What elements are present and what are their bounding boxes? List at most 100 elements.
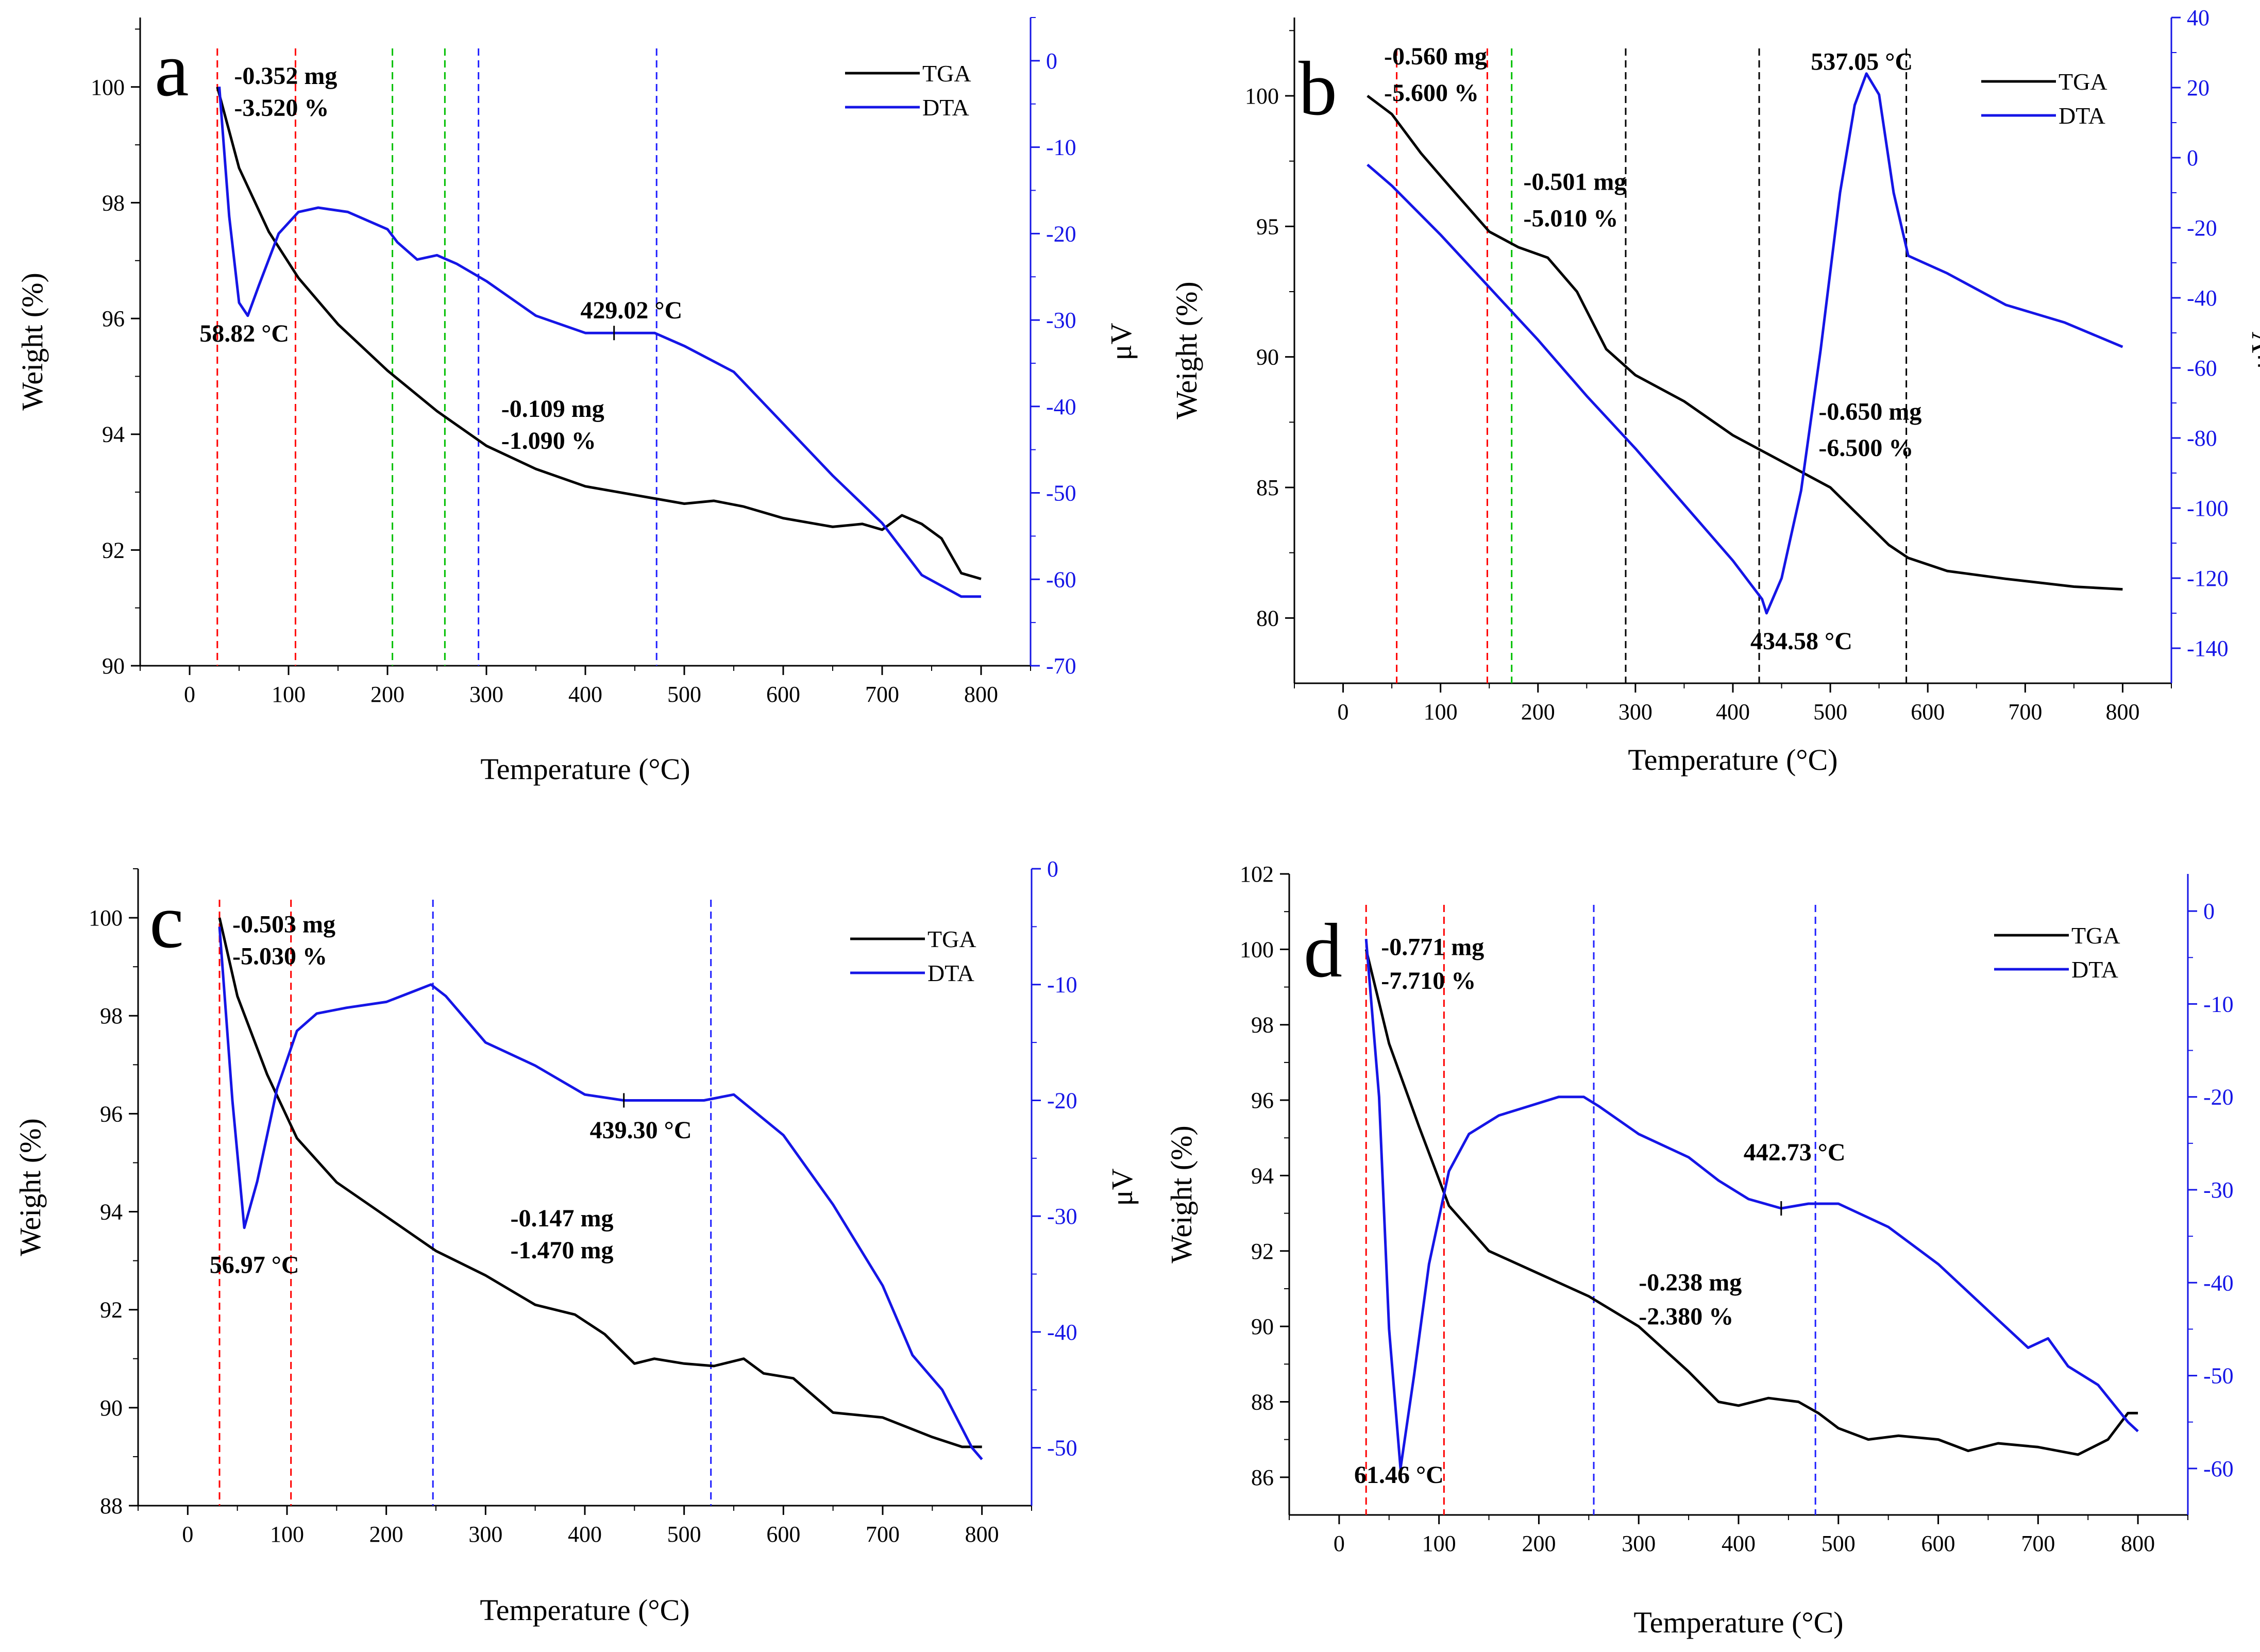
x-tick-label: 100 [270,1522,304,1547]
annotation-label: 442.73 °C [1744,1139,1846,1166]
annotation-label: -5.010 % [1523,205,1618,232]
x-tick-label: 100 [272,682,306,707]
x-tick-label: 0 [184,682,195,707]
x-tick-label: 500 [667,682,701,707]
annotation-label: -0.560 mg [1384,43,1487,70]
x-tick-label: 800 [964,682,998,707]
x-tick-label: 200 [369,1522,403,1547]
annotation-label: -1.470 mg [511,1237,614,1264]
x-tick-label: 400 [568,1522,602,1547]
annotation-label: -0.503 mg [232,911,335,938]
y-right-tick-label: -20 [2203,1085,2234,1110]
annotation-label: 434.58 °C [1750,628,1852,655]
y-right-tick-label: -10 [1046,135,1076,160]
x-tick-label: 400 [1716,699,1750,724]
y-left-tick-label: 90 [100,1395,123,1421]
chart-panel-b: 0 100 200 300 400 500 600 700 80080859095100-140… [1170,5,2260,777]
y-left-tick-label: 96 [102,306,125,331]
annotation-label: 56.97 °C [210,1251,299,1278]
series-line-dta [1364,938,2139,1470]
annotation-label: -2.380 % [1639,1303,1733,1330]
y-right-tick-label: -80 [2187,426,2217,451]
y-right-tick-label: -30 [2203,1177,2234,1203]
x-tick-label: 600 [1911,699,1945,724]
y-right-axis-label: μV [2245,331,2260,369]
x-tick-label: 300 [1622,1531,1656,1556]
y-right-tick-label: -40 [1047,1320,1077,1345]
x-tick-label: 300 [468,1522,502,1547]
x-axis-label: Temperature (°C) [1633,1606,1843,1639]
legend-label-tga: TGA [922,60,971,87]
y-left-tick-label: 100 [1240,937,1274,962]
chart-panel-c: 0 100 200 300 400 500 600 700 800 88 90 92 94 96 98 100… [13,856,1139,1627]
y-right-tick-label: -50 [1046,481,1076,506]
y-left-tick-label: 86 [1251,1465,1274,1490]
annotation-label: -0.771 mg [1381,933,1484,960]
y-right-tick-label: -10 [1047,972,1077,998]
annotation-label: 439.30 °C [590,1117,692,1144]
panel-letter: b [1298,46,1337,131]
x-tick-label: 500 [1822,1531,1856,1556]
y-right-axis-label: μV [1105,1168,1139,1206]
y-left-axis-label: Weight (%) [1165,1125,1198,1263]
y-right-tick-label: -50 [2203,1363,2234,1389]
annotation-label: -0.352 mg [234,62,337,90]
series-line-tga [216,87,982,580]
x-tick-label: 700 [2008,699,2042,724]
series-line-dta [218,87,981,598]
y-right-tick-label: -60 [2203,1456,2234,1481]
series-line-tga [1367,95,2123,591]
y-left-tick-label: 96 [100,1101,123,1126]
y-left-tick-label: 94 [100,1200,123,1225]
x-tick-label: 600 [766,1522,800,1547]
y-right-tick-label: -120 [2187,566,2229,591]
y-right-tick-label: -20 [1047,1088,1077,1113]
annotation-label: -5.600 % [1384,79,1479,107]
series-line-dta [1367,72,2123,615]
x-tick-label: 100 [1424,699,1458,724]
legend-label-dta: DTA [927,960,974,986]
panel-letter: d [1304,908,1342,993]
series-line-dta [218,926,983,1460]
panel-letter: a [155,27,189,112]
y-right-axis-label: μV [1104,323,1138,360]
chart-panel-d: 0 100 200 300 400 500 600 700 800 86 88 90 92 94 96 98 1… [1165,862,2234,1639]
y-right-tick-label: -10 [2203,991,2234,1017]
x-tick-label: 600 [766,682,800,707]
y-left-tick-label: 88 [1251,1389,1274,1414]
x-tick-label: 200 [370,682,404,707]
x-tick-label: 700 [2021,1531,2055,1556]
annotation-label: 537.05 °C [1811,48,1913,75]
x-axis-label: Temperature (°C) [480,752,690,786]
y-left-tick-label: 92 [1251,1239,1274,1264]
y-right-tick-label: -100 [2187,496,2229,521]
y-left-tick-label: 90 [102,653,125,679]
y-right-tick-label: -30 [1047,1204,1077,1229]
y-left-axis-label: Weight (%) [15,273,49,411]
legend-label-dta: DTA [2059,103,2105,129]
y-right-tick-label: -70 [1046,653,1076,679]
y-left-tick-label: 96 [1251,1088,1274,1113]
y-right-tick-label: -140 [2187,636,2229,661]
y-left-tick-label: 94 [102,422,125,447]
x-tick-label: 700 [865,682,899,707]
y-right-tick-label: 20 [2187,75,2210,100]
y-left-axis-label: Weight (%) [1170,281,1203,419]
annotation-label: -0.501 mg [1523,168,1626,195]
y-left-tick-label: 80 [1256,605,1279,631]
chart-panel-a: 0 100 200 300 400 500 600 700 800 90 92 94 96 98 100 -7… [15,17,1138,786]
y-left-tick-label: 90 [1256,345,1279,370]
y-right-tick-label: 0 [2203,899,2215,924]
y-left-tick-label: 98 [100,1003,123,1029]
y-left-tick-label: 92 [100,1297,123,1323]
annotation-label: 61.46 °C [1354,1461,1444,1489]
annotation-label: -0.109 mg [501,395,604,423]
y-left-tick-label: 100 [89,905,123,931]
x-tick-label: 0 [1338,699,1349,724]
x-tick-label: 500 [1813,699,1847,724]
x-tick-label: 200 [1521,699,1555,724]
annotation-label: -0.650 mg [1818,398,1921,425]
x-tick-label: 400 [1722,1531,1756,1556]
annotation-label: -6.500 % [1818,434,1913,462]
